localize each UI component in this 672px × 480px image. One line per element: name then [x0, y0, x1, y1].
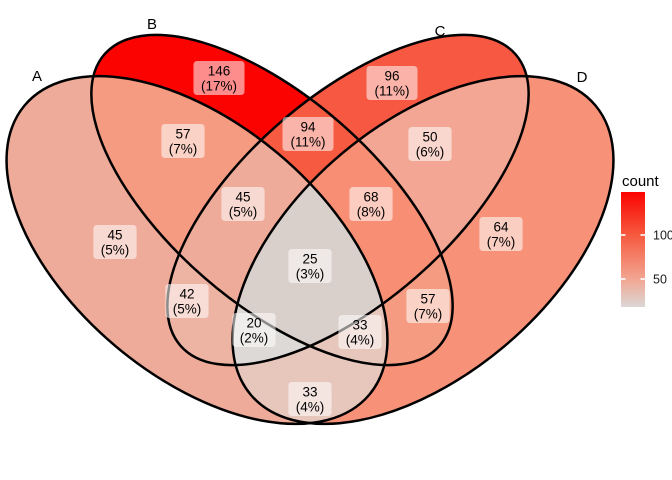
region-label-box	[406, 289, 450, 323]
region-label-box	[93, 225, 137, 259]
region-count-text: 96	[384, 69, 399, 84]
region-percent-text: (11%)	[374, 84, 409, 99]
region-count-text: 57	[175, 127, 190, 142]
region-label-box	[221, 187, 265, 221]
region-label-AB: 57(7%)	[161, 124, 205, 158]
region-label-box	[338, 315, 382, 349]
region-count-text: 25	[302, 252, 317, 267]
region-percent-text: (5%)	[229, 205, 258, 220]
region-count-text: 45	[235, 190, 250, 205]
legend-title: count	[622, 173, 660, 190]
region-label-D: 64(7%)	[479, 217, 523, 251]
region-percent-text: (7%)	[414, 307, 443, 322]
region-label-A: 45(5%)	[93, 225, 137, 259]
region-count-text: 45	[107, 228, 122, 243]
region-percent-text: (4%)	[346, 333, 375, 348]
region-label-BC: 94(11%)	[282, 117, 334, 151]
set-ellipse-D-outline	[231, 74, 615, 426]
set-label-B: B	[147, 16, 157, 33]
region-label-ACD: 20(2%)	[232, 313, 276, 347]
region-percent-text: (7%)	[169, 142, 198, 157]
count-legend: count 100 50	[621, 173, 672, 307]
region-label-ABCD: 25(3%)	[288, 249, 332, 283]
set-ellipse-C-outline	[166, 33, 530, 367]
region-label-ABC: 45(5%)	[221, 187, 265, 221]
set-label-D: D	[577, 69, 588, 86]
region-percent-text: (11%)	[290, 135, 325, 150]
region-label-box	[288, 249, 332, 283]
region-count-text: 57	[420, 292, 435, 307]
region-percent-text: (5%)	[101, 243, 130, 258]
region-label-box	[161, 124, 205, 158]
region-label-BD: 57(7%)	[406, 289, 450, 323]
region-label-box	[349, 187, 393, 221]
region-percent-text: (2%)	[240, 331, 269, 346]
region-percent-text: (5%)	[173, 302, 202, 317]
set-label-A: A	[32, 68, 42, 85]
region-count-text: 64	[493, 220, 509, 235]
region-percent-text: (8%)	[357, 205, 386, 220]
set-label-C: C	[435, 23, 446, 40]
region-label-AD: 33(4%)	[288, 382, 332, 416]
region-label-box	[366, 66, 418, 100]
set-ellipse-B-outline	[90, 33, 454, 367]
region-percent-text: (6%)	[416, 145, 445, 160]
region-count-text: 42	[179, 287, 194, 302]
region-count-text: 94	[300, 120, 316, 135]
region-count-text: 50	[422, 130, 437, 145]
region-percent-text: (7%)	[487, 235, 516, 250]
region-count-text: 33	[302, 385, 317, 400]
region-label-box	[232, 313, 276, 347]
set-ellipse-A-outline	[5, 74, 389, 426]
legend-tick-label: 100	[653, 229, 672, 243]
region-label-box	[165, 284, 209, 318]
region-count-text: 33	[352, 318, 367, 333]
set-labels-layer: A B C D	[32, 16, 588, 86]
region-percent-text: (17%)	[201, 79, 237, 94]
region-label-ABD: 33(4%)	[338, 315, 382, 349]
region-label-B: 146(17%)	[193, 61, 245, 95]
region-label-CD: 50(6%)	[408, 127, 452, 161]
legend-tick-label: 50	[653, 273, 667, 287]
region-label-BCD: 68(8%)	[349, 187, 393, 221]
legend-ticks: 100 50	[621, 229, 672, 287]
region-count-text: 68	[363, 190, 378, 205]
region-label-box	[193, 61, 245, 95]
region-label-box	[288, 382, 332, 416]
region-labels-layer: 146(17%)96(11%)45(5%)64(7%)57(7%)94(11%)…	[93, 61, 523, 416]
region-label-box	[479, 217, 523, 251]
region-count-text: 146	[208, 64, 231, 79]
region-count-text: 20	[246, 316, 261, 331]
region-label-AC: 42(5%)	[165, 284, 209, 318]
region-percent-text: (3%)	[296, 267, 325, 282]
region-label-box	[408, 127, 452, 161]
region-label-box	[282, 117, 334, 151]
legend-gradient-bar	[621, 192, 645, 307]
region-label-C: 96(11%)	[366, 66, 418, 100]
region-percent-text: (4%)	[296, 400, 325, 415]
